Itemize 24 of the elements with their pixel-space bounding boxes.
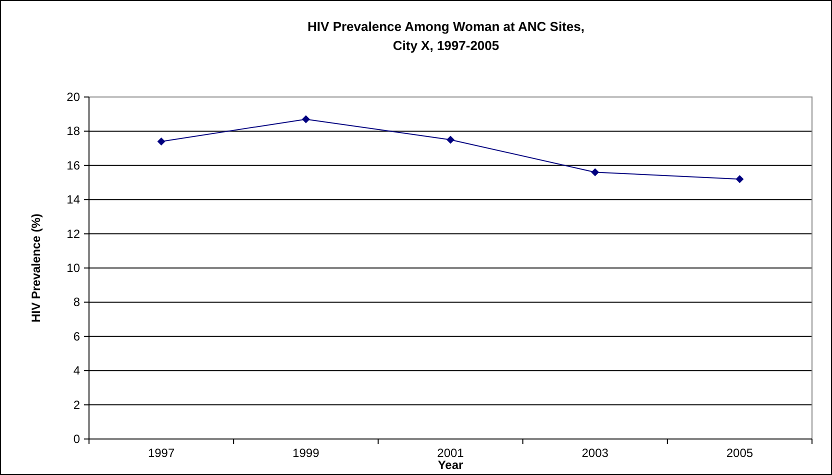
x-axis-title: Year bbox=[438, 458, 464, 472]
y-tick-label: 16 bbox=[66, 158, 80, 172]
y-tick-label: 2 bbox=[73, 398, 80, 412]
x-tick-label: 2001 bbox=[437, 446, 464, 460]
x-tick-label: 1999 bbox=[292, 446, 320, 460]
y-tick-label: 10 bbox=[66, 261, 80, 275]
x-tick-label: 2005 bbox=[726, 446, 754, 460]
y-tick-label: 20 bbox=[66, 90, 80, 104]
y-tick-label: 14 bbox=[66, 192, 80, 207]
y-tick-label: 0 bbox=[73, 432, 80, 446]
y-tick-label: 12 bbox=[66, 226, 80, 241]
point bbox=[157, 137, 166, 146]
point bbox=[736, 175, 744, 184]
y-tick-label: 8 bbox=[73, 295, 80, 310]
y-axis-title: HIV Prevalence (%) bbox=[29, 214, 43, 322]
y-tick-label: 6 bbox=[73, 329, 80, 344]
y-tick-label: 18 bbox=[66, 124, 80, 138]
chart-title: HIV Prevalence Among Woman at ANC Sites, City X, 1997-2005 bbox=[308, 19, 584, 53]
point bbox=[302, 115, 310, 124]
x-tick-label: 1997 bbox=[148, 446, 175, 460]
y-tick-label: 4 bbox=[73, 364, 80, 378]
point bbox=[591, 168, 600, 176]
point bbox=[446, 136, 454, 144]
x-tick-label: 2003 bbox=[582, 446, 609, 460]
